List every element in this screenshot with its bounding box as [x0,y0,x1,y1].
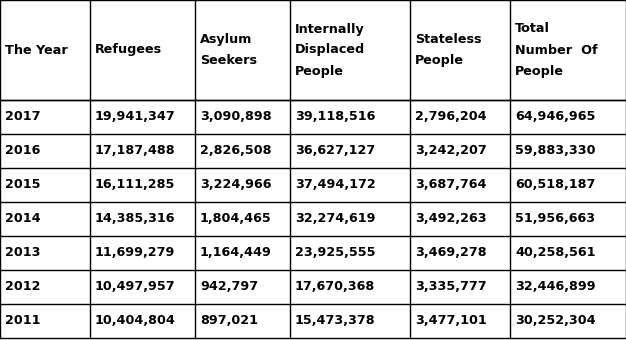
Text: 60,518,187: 60,518,187 [515,178,595,191]
Text: 2,796,204: 2,796,204 [415,110,486,123]
Text: 39,118,516: 39,118,516 [295,110,376,123]
Text: 10,497,957: 10,497,957 [95,280,176,293]
Text: 10,404,804: 10,404,804 [95,314,176,327]
Text: 2012: 2012 [5,280,41,293]
Text: Internally
Displaced
People: Internally Displaced People [295,22,365,78]
Text: 15,473,378: 15,473,378 [295,314,376,327]
Text: 64,946,965: 64,946,965 [515,110,595,123]
Text: 2013: 2013 [5,246,41,259]
Text: 2017: 2017 [5,110,41,123]
Text: Stateless
People: Stateless People [415,33,481,67]
Text: 3,492,263: 3,492,263 [415,212,486,225]
Text: 32,446,899: 32,446,899 [515,280,595,293]
Text: 36,627,127: 36,627,127 [295,144,375,157]
Text: 2014: 2014 [5,212,41,225]
Text: 32,274,619: 32,274,619 [295,212,376,225]
Text: The Year: The Year [5,44,68,56]
Text: 37,494,172: 37,494,172 [295,178,376,191]
Text: 3,335,777: 3,335,777 [415,280,486,293]
Text: Refugees: Refugees [95,44,162,56]
Text: 2015: 2015 [5,178,41,191]
Text: Asylum
Seekers: Asylum Seekers [200,33,257,67]
Text: 2016: 2016 [5,144,40,157]
Text: 942,797: 942,797 [200,280,258,293]
Text: 51,956,663: 51,956,663 [515,212,595,225]
Text: 2011: 2011 [5,314,41,327]
Text: 11,699,279: 11,699,279 [95,246,175,259]
Text: 3,090,898: 3,090,898 [200,110,272,123]
Text: 897,021: 897,021 [200,314,258,327]
Text: 30,252,304: 30,252,304 [515,314,595,327]
Text: 59,883,330: 59,883,330 [515,144,595,157]
Text: 14,385,316: 14,385,316 [95,212,175,225]
Text: Total
Number  Of
People: Total Number Of People [515,22,598,78]
Text: 17,670,368: 17,670,368 [295,280,375,293]
Text: 3,242,207: 3,242,207 [415,144,487,157]
Text: 3,224,966: 3,224,966 [200,178,272,191]
Text: 3,469,278: 3,469,278 [415,246,486,259]
Text: 3,687,764: 3,687,764 [415,178,486,191]
Text: 23,925,555: 23,925,555 [295,246,376,259]
Text: 40,258,561: 40,258,561 [515,246,595,259]
Text: 17,187,488: 17,187,488 [95,144,176,157]
Text: 1,804,465: 1,804,465 [200,212,272,225]
Text: 2,826,508: 2,826,508 [200,144,272,157]
Text: 1,164,449: 1,164,449 [200,246,272,259]
Text: 3,477,101: 3,477,101 [415,314,487,327]
Text: 16,111,285: 16,111,285 [95,178,175,191]
Text: 19,941,347: 19,941,347 [95,110,176,123]
